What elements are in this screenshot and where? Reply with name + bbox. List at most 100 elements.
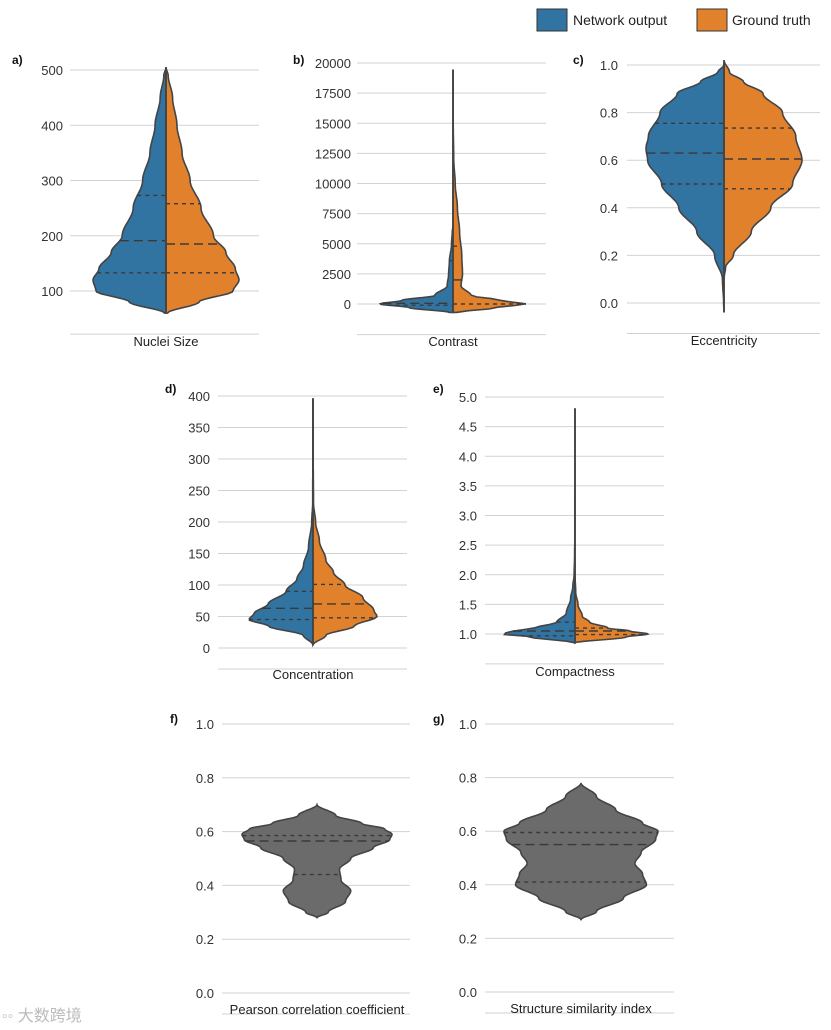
panel-label: d) [165, 382, 176, 396]
legend-label-network-output: Network output [573, 12, 667, 28]
y-tick-label: 1.0 [459, 717, 477, 732]
violins [503, 408, 650, 645]
x-axis-label: Pearson correlation coefficient [230, 1002, 405, 1017]
y-tick-label: 300 [188, 452, 210, 467]
y-tick-labels: 1.0 1.5 2.0 2.5 3.0 3.5 4.0 4.5 5.0 [459, 390, 477, 642]
y-tick-label: 200 [188, 515, 210, 530]
x-axis-label: Contrast [428, 334, 478, 349]
violin-network-output [378, 225, 454, 314]
y-tick-label: 15000 [315, 116, 351, 131]
panel-f: f) 0.0 0.2 0.4 0.6 0.8 1.0 Pearson correlatio… [170, 712, 410, 1017]
y-tick-label: 100 [188, 578, 210, 593]
y-tick-label: 17500 [315, 86, 351, 101]
y-tick-label: 0.2 [196, 932, 214, 947]
x-axis-label: Compactness [535, 664, 615, 679]
legend: Network output Ground truth [536, 8, 811, 32]
y-tick-label: 1.0 [196, 717, 214, 732]
y-tick-label: 2.0 [459, 568, 477, 583]
y-tick-label: 0.2 [600, 248, 618, 263]
panel-d: d) 0 50 100 150 200 250 300 350 400 Concentratio… [165, 382, 407, 682]
y-tick-label: 3.5 [459, 479, 477, 494]
panel-c: c) 0.0 0.2 0.4 0.6 0.8 1.0 Eccentricity [573, 53, 820, 348]
panel-label: a) [12, 53, 23, 67]
watermark: ◦◦ 大数跨境 [2, 1002, 82, 1026]
violin-ground-truth [574, 574, 650, 645]
panel-label: g) [433, 712, 444, 726]
y-tick-label: 50 [196, 610, 210, 625]
y-tick-label: 400 [188, 389, 210, 404]
violin-network-output [503, 408, 576, 644]
watermark-logo-icon: ◦◦ [2, 1008, 14, 1025]
y-tick-label: 150 [188, 547, 210, 562]
y-tick-label: 2500 [322, 267, 351, 282]
violin-structure-similarity-index [503, 782, 659, 922]
panel-label: c) [573, 53, 584, 67]
y-tick-label: 500 [41, 63, 63, 78]
y-tick-label: 4.5 [459, 420, 477, 435]
y-tick-label: 5.0 [459, 390, 477, 405]
y-tick-label: 10000 [315, 177, 351, 192]
y-tick-label: 0.4 [196, 878, 214, 893]
panel-label: b) [293, 53, 304, 67]
violin-ground-truth [723, 60, 803, 280]
violins [92, 67, 240, 314]
y-tick-labels: 0.0 0.2 0.4 0.6 0.8 1.0 [600, 58, 618, 311]
y-tick-label: 250 [188, 484, 210, 499]
y-tick-label: 2.5 [459, 538, 477, 553]
y-tick-label: 0.0 [196, 986, 214, 1001]
y-tick-labels: 100 200 300 400 500 [41, 63, 63, 299]
y-tick-label: 0.2 [459, 931, 477, 946]
panel-b: b) 0 2500 5000 7500 10000 12500 15000 17500 2000… [293, 53, 546, 349]
y-tick-label: 1.5 [459, 597, 477, 612]
y-tick-label: 400 [41, 118, 63, 133]
y-tick-labels: 0 50 100 150 200 250 300 350 400 [188, 389, 210, 656]
y-tick-label: 0 [203, 641, 210, 656]
y-tick-label: 3.0 [459, 509, 477, 524]
panel-g: g) 0.0 0.2 0.4 0.6 0.8 1.0 Structure similari… [433, 712, 674, 1016]
y-tick-label: 1.0 [459, 627, 477, 642]
y-tick-label: 0.4 [459, 878, 477, 893]
violin-network-output [92, 67, 167, 314]
y-tick-labels: 0.0 0.2 0.4 0.6 0.8 1.0 [196, 717, 214, 1001]
violins [248, 398, 378, 648]
panel-e: e) 1.0 1.5 2.0 2.5 3.0 3.5 4.0 4.5 5.0 Compactne… [433, 382, 664, 679]
panel-a: a) 100 200 300 400 500 Nuclei Size [12, 53, 259, 349]
legend-swatch-network-output [536, 8, 568, 32]
y-tick-label: 0.8 [600, 106, 618, 121]
y-tick-labels: 0.0 0.2 0.4 0.6 0.8 1.0 [459, 717, 477, 1000]
y-tick-label: 4.0 [459, 449, 477, 464]
y-tick-label: 5000 [322, 237, 351, 252]
y-tick-label: 0.0 [600, 296, 618, 311]
x-axis-label: Nuclei Size [133, 334, 198, 349]
violins [378, 69, 526, 314]
legend-swatch-ground-truth [696, 8, 728, 32]
x-axis-label: Structure similarity index [510, 1001, 652, 1016]
watermark-text: 大数跨境 [17, 1008, 82, 1025]
violin-ground-truth [165, 67, 240, 314]
y-tick-label: 0 [344, 297, 351, 312]
violins [645, 60, 803, 313]
y-tick-label: 0.8 [196, 771, 214, 786]
legend-label-ground-truth: Ground truth [732, 12, 811, 28]
y-tick-labels: 0 2500 5000 7500 10000 12500 15000 17500 20000 [315, 56, 351, 312]
y-tick-label: 0.6 [600, 153, 618, 168]
violin-pearson-correlation-coefficient [241, 802, 393, 919]
y-tick-label: 0.8 [459, 771, 477, 786]
panel-label: f) [170, 712, 178, 726]
x-axis-label: Concentration [273, 667, 354, 682]
y-tick-label: 1.0 [600, 58, 618, 73]
y-tick-label: 0.4 [600, 201, 618, 216]
y-tick-label: 0.6 [459, 824, 477, 839]
violins [241, 802, 393, 919]
violin-network-output [645, 61, 725, 313]
y-tick-label: 7500 [322, 207, 351, 222]
y-tick-label: 100 [41, 284, 63, 299]
violins [503, 782, 659, 922]
y-tick-label: 0.6 [196, 825, 214, 840]
y-tick-label: 350 [188, 421, 210, 436]
y-tick-label: 20000 [315, 56, 351, 71]
panel-label: e) [433, 382, 444, 396]
violin-ground-truth [452, 69, 526, 314]
x-axis-label: Eccentricity [691, 333, 758, 348]
